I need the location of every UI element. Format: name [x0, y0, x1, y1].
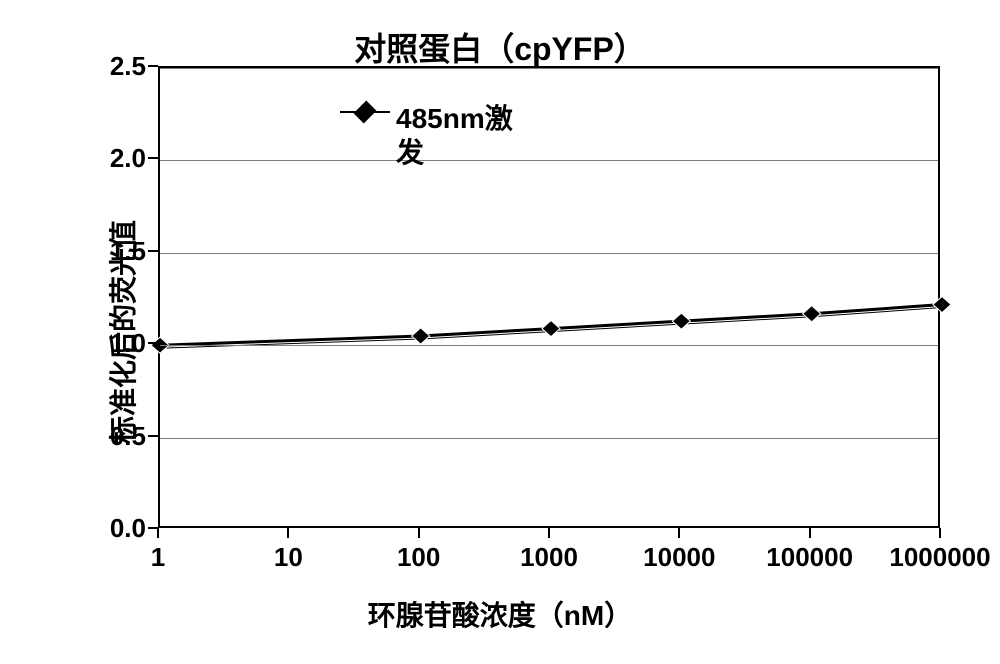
- x-tick-label: 1000: [520, 542, 578, 573]
- legend: 485nm激 发: [340, 102, 513, 169]
- gridline-horizontal: [160, 438, 938, 439]
- data-series-svg: [160, 68, 942, 530]
- diamond-icon: [933, 296, 951, 312]
- y-tick-mark: [148, 342, 158, 344]
- diamond-icon: [542, 320, 560, 336]
- plot-area: [158, 66, 940, 528]
- x-tick-label: 1000000: [889, 542, 990, 573]
- y-tick-label: 1.0: [86, 328, 146, 359]
- gridline-horizontal: [160, 68, 938, 69]
- gridline-horizontal: [160, 160, 938, 161]
- y-tick-label: 0.0: [86, 513, 146, 544]
- x-tick-mark: [809, 528, 811, 538]
- legend-label-line2: 发: [396, 137, 424, 168]
- diamond-icon: [412, 328, 430, 344]
- y-tick-mark: [148, 435, 158, 437]
- x-tick-mark: [418, 528, 420, 538]
- x-tick-label: 10: [274, 542, 303, 573]
- y-tick-label: 1.5: [86, 236, 146, 267]
- y-tick-label: 2.5: [86, 51, 146, 82]
- x-tick-mark: [678, 528, 680, 538]
- diamond-icon: [672, 313, 690, 329]
- legend-marker: [340, 102, 390, 122]
- y-tick-mark: [148, 250, 158, 252]
- x-tick-mark: [548, 528, 550, 538]
- y-tick-mark: [148, 65, 158, 67]
- x-tick-label: 100000: [766, 542, 853, 573]
- legend-label-line1: 485nm激: [396, 103, 513, 134]
- diamond-icon: [803, 306, 821, 322]
- y-tick-label: 0.5: [86, 421, 146, 452]
- gridline-horizontal: [160, 345, 938, 346]
- x-tick-mark: [157, 528, 159, 538]
- x-tick-label: 10000: [643, 542, 715, 573]
- chart-title: 对照蛋白（cpYFP）: [0, 24, 1000, 70]
- x-tick-mark: [939, 528, 941, 538]
- gridline-horizontal: [160, 253, 938, 254]
- chart-container: 对照蛋白（cpYFP） 标准化后的荧光值 环腺苷酸浓度（nM） 485nm激 发…: [0, 0, 1000, 664]
- x-axis-label: 环腺苷酸浓度（nM）: [0, 594, 1000, 634]
- x-tick-mark: [287, 528, 289, 538]
- x-tick-label: 100: [397, 542, 440, 573]
- diamond-icon: [354, 101, 377, 124]
- x-tick-label: 1: [151, 542, 165, 573]
- y-tick-label: 2.0: [86, 143, 146, 174]
- legend-text: 485nm激 发: [396, 102, 513, 169]
- y-tick-mark: [148, 157, 158, 159]
